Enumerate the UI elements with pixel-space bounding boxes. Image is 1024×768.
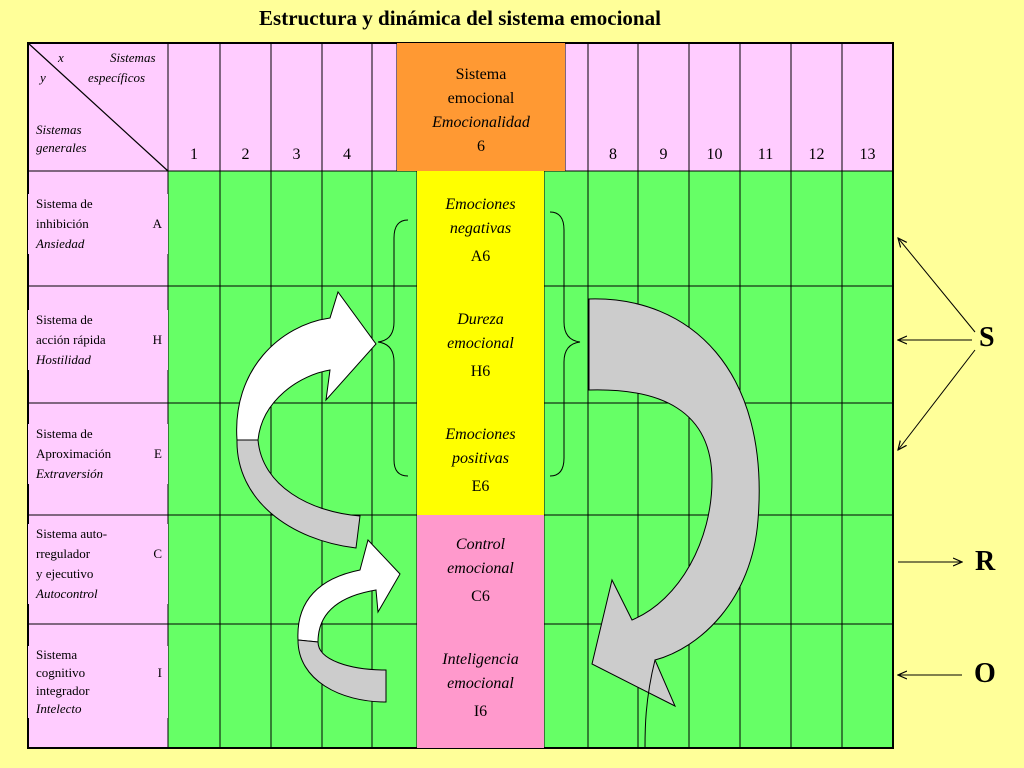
column-number: 11 — [757, 146, 774, 163]
corner-y: y — [40, 70, 46, 85]
cell-text-1: Dureza — [457, 311, 504, 328]
row-label-line: acción rápida — [36, 332, 106, 347]
row-label-line: Aproximación — [36, 446, 112, 461]
row-label-code: H — [152, 332, 162, 347]
row-label-self-regulator: Sistema auto- rregulador C y ejecutivo Au… — [28, 524, 168, 604]
row-label-line: rregulador — [36, 546, 91, 561]
cell-text-2: emocional — [447, 675, 514, 692]
header-column-number: 6 — [477, 138, 485, 155]
cell-text-1: Control — [455, 536, 506, 553]
row-label-trait: Extraversión — [36, 466, 104, 481]
emotional-system-header: Sistema emocional Emocionalidad 6 — [397, 43, 565, 171]
row-label-cognitive: Sistema cognitivo I integrador Intelecto — [28, 646, 168, 718]
row-label-code: I — [157, 665, 162, 680]
row-label-line: integrador — [36, 683, 90, 698]
corner-x: x — [58, 50, 64, 65]
row-label-line: Sistema de — [36, 196, 93, 211]
center-cell-c6: Control emocional C6 — [417, 515, 544, 624]
column-number: 13 — [859, 146, 876, 163]
column-number: 2 — [241, 146, 250, 163]
corner-sistemas: Sistemas — [110, 50, 156, 65]
cell-text-1: Emociones — [445, 196, 516, 213]
center-cell-e6: Emociones positivas E6 — [417, 403, 544, 515]
column-number: 12 — [808, 146, 825, 163]
center-cell-h6: Dureza emocional H6 — [417, 286, 544, 403]
cell-code: C6 — [471, 588, 490, 605]
center-cell-i6: Inteligencia emocional I6 — [417, 624, 544, 748]
cell-code: H6 — [470, 363, 491, 380]
cell-text-2: emocional — [447, 560, 514, 577]
column-number: 9 — [659, 146, 668, 163]
row-label-rapid-action: Sistema de acción rápida H Hostilidad — [28, 310, 168, 370]
row-label-code: E — [154, 446, 162, 461]
label-s: S — [979, 322, 995, 353]
row-label-code: C — [153, 546, 162, 561]
header-line-2: emocional — [447, 90, 515, 107]
cell-code: E6 — [471, 478, 490, 495]
header-line-3: Emocionalidad — [432, 114, 530, 131]
row-label-approach: Sistema de Aproximación E Extraversión — [28, 424, 168, 484]
row-label-line: Sistema de — [36, 426, 93, 441]
cell-code: I6 — [473, 703, 488, 720]
cell-text-2: positivas — [452, 450, 509, 467]
center-cell-a6: Emociones negativas A6 — [417, 171, 544, 286]
row-label-line: Sistema — [36, 647, 78, 662]
column-number: 4 — [343, 146, 351, 163]
s-arrow-down — [898, 349, 976, 450]
column-number: 1 — [190, 146, 198, 163]
row-label-line: y ejecutivo — [36, 566, 94, 581]
row-label-trait: Intelecto — [36, 701, 82, 716]
column-number: 10 — [706, 146, 723, 163]
s-arrow-up — [898, 238, 976, 333]
row-label-line: Sistema auto- — [36, 526, 108, 541]
label-r: R — [975, 546, 996, 577]
row-label-line: cognitivo — [36, 665, 86, 680]
header-line-1: Sistema — [455, 66, 507, 83]
column-number: 8 — [609, 146, 617, 163]
cell-text-1: Emociones — [445, 426, 516, 443]
row-label-line: inhibición — [36, 216, 89, 231]
row-label-trait: Hostilidad — [36, 352, 91, 367]
column-number: 3 — [292, 146, 301, 163]
diagram-title: Estructura y dinámica del sistema emocio… — [259, 6, 661, 30]
corner-sistemas-generales-1: Sistemas — [36, 122, 82, 137]
row-label-inhibition: Sistema de inhibición A Ansiedad — [28, 194, 168, 254]
cell-text-2: negativas — [449, 220, 512, 237]
label-o: O — [974, 658, 996, 689]
row-label-line: Sistema de — [36, 312, 93, 327]
corner-especificos: específicos — [88, 70, 146, 85]
cell-code: A6 — [470, 248, 491, 265]
cell-text-2: emocional — [447, 335, 514, 352]
cell-text-1: Inteligencia — [442, 651, 519, 668]
row-label-code: A — [152, 216, 162, 231]
row-label-trait: Ansiedad — [36, 236, 85, 251]
corner-sistemas-generales-2: generales — [36, 140, 87, 155]
row-label-trait: Autocontrol — [36, 586, 98, 601]
